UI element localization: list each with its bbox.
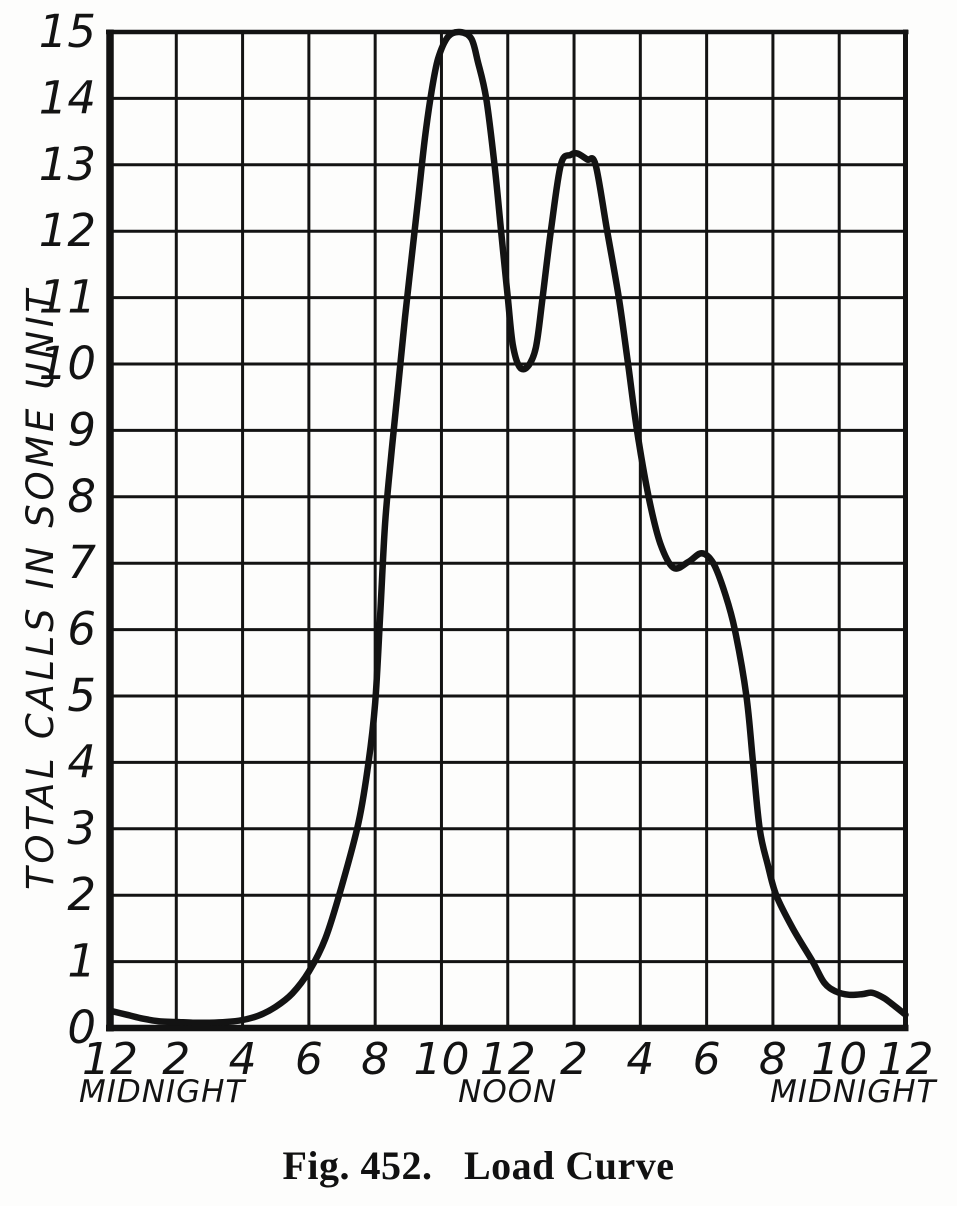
x-tick-label: 10 [413,1034,469,1085]
x-axis-annotation: MIDNIGHT [770,1074,937,1110]
x-tick-label: 4 [229,1034,257,1085]
load-curve-line [106,28,909,1027]
x-tick-label: 2 [560,1034,588,1085]
y-tick-label: 7 [67,536,96,589]
y-tick-label: 8 [67,470,96,523]
y-tick-label: 11 [39,271,96,324]
y-tick-label: 6 [67,603,96,656]
x-tick-label: 6 [295,1034,323,1085]
y-tick-label: 15 [39,5,96,58]
x-tick-label: 8 [759,1034,787,1085]
y-tick-label: 4 [67,735,96,788]
x-tick-label: 8 [361,1034,389,1085]
y-tick-label: 12 [39,204,96,257]
x-tick-label: 4 [626,1034,654,1085]
y-tick-label: 9 [67,403,96,456]
x-tick-label: 6 [693,1034,721,1085]
x-tick-label: 12 [878,1034,934,1085]
x-axis-annotation: MIDNIGHT [79,1074,246,1110]
y-tick-label: 10 [39,337,96,390]
y-tick-label: 1 [67,935,96,988]
y-tick-label: 0 [67,1001,96,1054]
figure-caption: Fig. 452. Load Curve [282,1143,675,1188]
x-tick-label: 10 [811,1034,867,1085]
y-axis-title: TOTAL CALLS IN SOME UNIT [19,288,62,890]
x-tick-label: 2 [162,1034,190,1085]
y-tick-label: 5 [67,669,96,722]
y-tick-label: 3 [67,802,96,855]
y-tick-label: 14 [39,71,96,124]
x-tick-label: 12 [480,1034,536,1085]
y-tick-label: 13 [39,138,96,191]
x-axis-annotation: NOON [458,1074,557,1110]
x-tick-label: 12 [82,1034,138,1085]
y-tick-label: 2 [67,868,96,921]
